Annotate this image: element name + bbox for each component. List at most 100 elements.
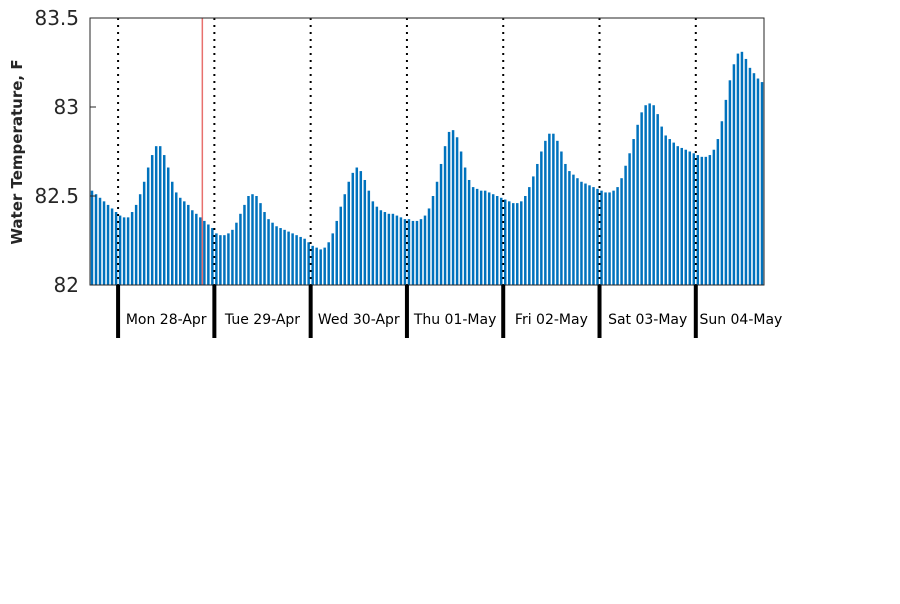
bar — [732, 64, 736, 285]
bar — [235, 222, 238, 285]
bar — [588, 185, 591, 285]
bar — [748, 67, 752, 285]
bar — [528, 187, 531, 285]
bar — [158, 146, 162, 285]
bar — [263, 212, 266, 285]
day-label: Sat 03-May — [608, 312, 687, 328]
bar — [219, 235, 222, 285]
bar — [279, 228, 282, 285]
bar — [183, 201, 186, 285]
bar — [271, 222, 274, 285]
bar — [319, 249, 322, 285]
bar — [696, 155, 700, 285]
day-label: Sun 04-May — [699, 312, 782, 328]
bar — [379, 210, 383, 285]
bar — [175, 192, 178, 285]
bar — [435, 181, 439, 285]
bar — [756, 78, 760, 286]
bar — [672, 142, 675, 285]
bar — [427, 208, 431, 285]
bar — [483, 190, 487, 285]
bar — [471, 187, 475, 285]
bar — [636, 124, 639, 285]
bar — [548, 133, 551, 285]
bar — [243, 204, 246, 285]
bar — [524, 196, 527, 285]
bar — [126, 217, 130, 285]
bar — [223, 235, 226, 285]
bar — [307, 242, 310, 285]
bar — [187, 204, 190, 285]
bar — [479, 190, 483, 285]
bar — [134, 204, 138, 285]
y-axis-label: Water Temperature, F — [8, 59, 26, 244]
bar — [572, 174, 575, 285]
bar — [684, 149, 688, 285]
bar — [760, 82, 764, 285]
bar — [363, 179, 367, 285]
day-label: Mon 28-Apr — [126, 312, 207, 328]
bar — [640, 112, 643, 285]
bar — [704, 156, 708, 285]
bar — [443, 146, 447, 285]
bar — [331, 233, 334, 285]
bar — [299, 236, 302, 285]
bar — [359, 171, 363, 285]
bar — [560, 151, 563, 285]
bar — [191, 210, 194, 285]
bar — [98, 197, 102, 285]
bar — [371, 201, 375, 285]
bar — [179, 197, 182, 285]
bar — [303, 238, 306, 285]
bar — [211, 228, 214, 285]
bar — [171, 181, 174, 285]
bar — [700, 156, 704, 285]
bar — [576, 178, 579, 285]
bar — [516, 203, 519, 285]
bar — [536, 163, 539, 285]
bar — [355, 167, 359, 285]
bar — [335, 220, 338, 285]
bar — [508, 201, 511, 285]
bar — [102, 201, 106, 285]
bar — [463, 167, 467, 285]
bar — [399, 217, 403, 285]
bar — [231, 229, 234, 285]
bar — [146, 167, 150, 285]
bar — [203, 220, 206, 285]
bar — [744, 58, 748, 285]
bar — [247, 196, 250, 285]
bar — [680, 147, 683, 285]
y-tick-label: 82.5 — [34, 184, 79, 208]
bar — [315, 247, 318, 285]
bar — [94, 194, 98, 285]
bar — [568, 171, 571, 285]
bar — [503, 199, 507, 285]
bar — [227, 233, 230, 285]
bar — [532, 176, 535, 285]
bar — [122, 217, 126, 285]
bar — [291, 233, 294, 285]
bar — [130, 212, 134, 285]
bar — [632, 139, 635, 285]
bar — [660, 126, 663, 285]
bar — [343, 194, 346, 285]
y-tick-label: 83.5 — [34, 6, 79, 30]
bar — [580, 181, 583, 285]
bar — [608, 192, 611, 285]
bar — [564, 163, 567, 285]
bar — [668, 139, 671, 285]
bar — [459, 151, 463, 285]
bar — [259, 203, 262, 285]
bar — [327, 242, 330, 285]
bar — [118, 215, 122, 285]
bar — [688, 151, 692, 285]
bar — [540, 151, 543, 285]
bar — [544, 140, 547, 285]
bar — [142, 181, 146, 285]
bar — [708, 155, 712, 285]
bar — [728, 80, 732, 285]
bar — [716, 139, 720, 285]
bar — [487, 192, 491, 285]
